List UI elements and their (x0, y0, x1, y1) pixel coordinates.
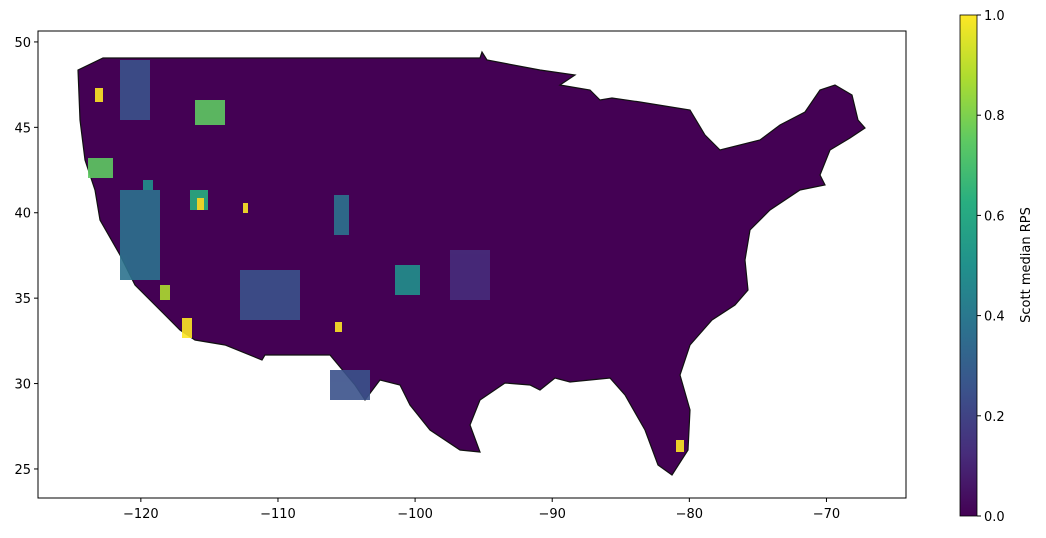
colorbar-tick-label: 1.0 (984, 9, 1005, 24)
colorbar-tick-label: 0.4 (984, 310, 1005, 325)
x-tick-label: −110 (260, 507, 296, 522)
colorbar-tick-label: 0.2 (984, 410, 1005, 425)
y-tick-label: 25 (14, 463, 31, 478)
colorbar-label: Scott median RPS (1019, 207, 1034, 323)
x-tick-label: −80 (676, 507, 703, 522)
colorbar-tick-label: 0.6 (984, 209, 1005, 224)
y-tick-label: 30 (14, 378, 31, 393)
region-patches (88, 60, 684, 452)
y-tick-label: 40 (14, 207, 31, 222)
x-tick-label: −90 (538, 507, 565, 522)
plot-frame (37, 30, 907, 499)
x-tick-label: −120 (123, 507, 159, 522)
map (77, 50, 866, 476)
colorbar-tick-label: 0.0 (984, 510, 1005, 525)
colorbar-tick-label: 0.8 (984, 109, 1005, 124)
y-tick-label: 45 (14, 121, 31, 136)
x-tick-label: −70 (813, 507, 840, 522)
y-tick-label: 50 (14, 36, 31, 51)
colorbar (959, 14, 978, 517)
x-tick-label: −100 (397, 507, 433, 522)
y-tick-label: 35 (14, 292, 31, 307)
